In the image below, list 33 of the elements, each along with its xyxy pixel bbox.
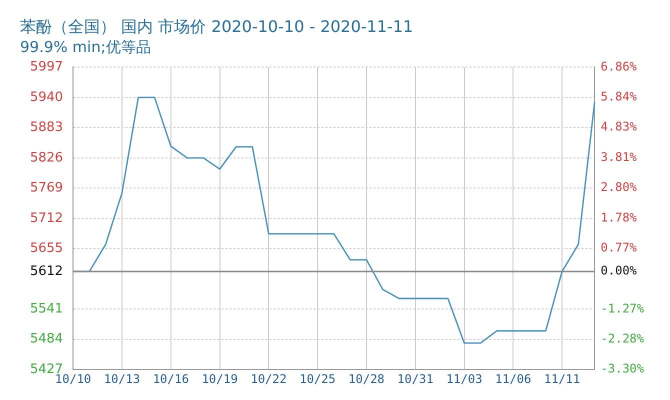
y-tick-label: 5940 [30,90,64,105]
y-tick-label: 5612 [30,264,64,279]
y2-tick-label: -1.27% [600,301,645,316]
y2-tick-label: 2.80% [600,180,638,194]
x-tick-label: 10/31 [397,372,434,386]
chart-title: 苯酚（全国） 国内 市场价 2020-10-10 - 2020-11-11 [20,16,414,36]
y2-tick-label: 4.83% [600,120,638,134]
x-tick-label: 10/22 [250,372,287,386]
y2-tick-label: -3.30% [600,362,645,376]
y-tick-label: 5712 [30,210,64,226]
x-tick-label: 11/03 [446,372,482,386]
y2-tick-label: 3.81% [600,150,638,164]
x-tick-label: 10/19 [202,372,238,386]
x-tick-label: 10/16 [152,372,189,386]
chart-subtitle: 99.9% min;优等品 [20,38,151,56]
y-tick-label: 5769 [30,180,64,196]
y2-tick-label: 6.86% [600,59,638,74]
y-tick-label: 5655 [30,241,64,256]
y-tick-label: 5484 [30,332,64,347]
x-tick-label: 10/28 [348,372,385,386]
x-tick-label: 10/13 [104,372,140,386]
y2-tick-label: 0.77% [600,240,638,255]
y2-tick-label: 0.00% [600,264,638,278]
y-tick-label: 5826 [30,150,64,166]
y2-tick-label: -2.28% [600,331,645,346]
x-tick-label: 11/06 [495,372,532,386]
y-tick-label: 5883 [30,120,64,136]
x-tick-label: 11/11 [544,372,580,386]
y-tick-label: 5997 [30,60,64,75]
x-tick-label: 10/25 [300,372,336,386]
y2-tick-label: 1.78% [600,210,638,225]
y-tick-label: 5541 [30,301,64,316]
y2-tick-label: 5.84% [600,90,638,104]
